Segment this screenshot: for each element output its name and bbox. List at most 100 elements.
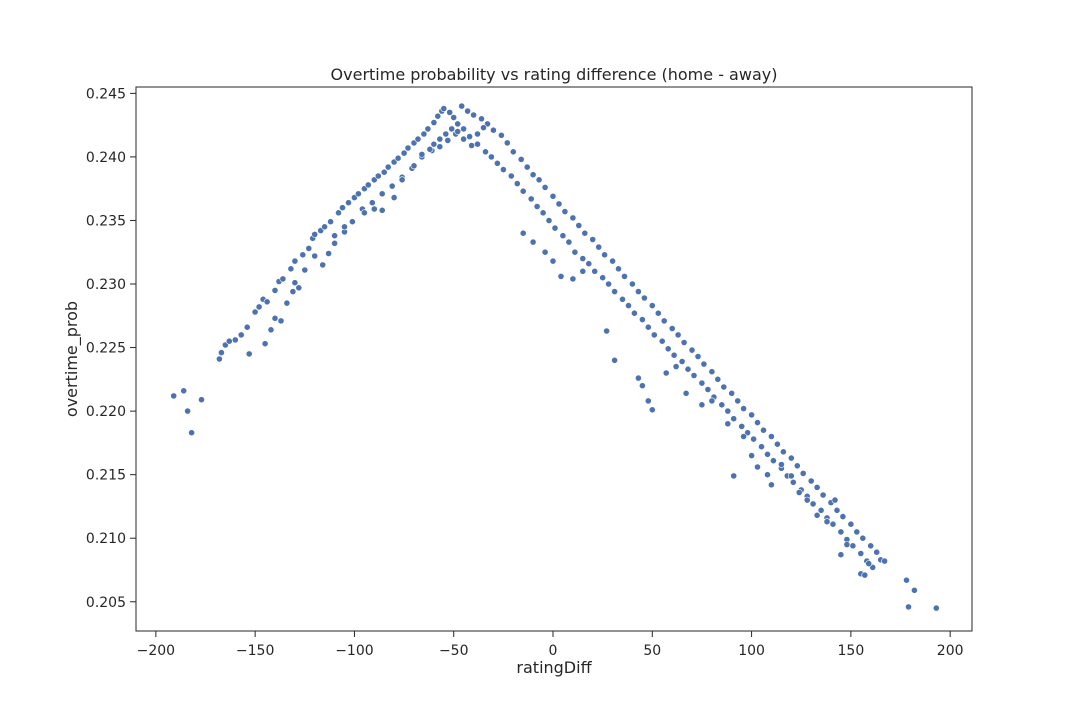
data-point: [837, 528, 845, 536]
data-point: [734, 397, 742, 405]
data-point: [595, 243, 603, 251]
data-point: [283, 299, 291, 307]
data-point: [760, 426, 767, 434]
data-point: [581, 229, 589, 237]
data-point: [454, 120, 462, 128]
data-point: [267, 326, 275, 334]
data-point: [370, 205, 378, 213]
data-point: [360, 209, 368, 217]
data-point: [853, 528, 861, 536]
y-tick-label: 0.205: [86, 595, 126, 611]
data-point: [774, 440, 781, 448]
data-point: [470, 111, 477, 119]
data-point: [325, 250, 332, 257]
y-axis-label: overtime_prob: [62, 301, 82, 417]
data-point: [533, 203, 541, 210]
data-point: [621, 272, 628, 280]
data-point: [301, 266, 309, 274]
data-point: [881, 557, 888, 565]
data-point: [188, 429, 195, 437]
data-point: [551, 224, 559, 232]
data-point: [768, 433, 775, 440]
data-point: [605, 280, 612, 288]
data-point: [478, 115, 485, 123]
data-point: [279, 275, 287, 283]
data-point: [704, 386, 712, 393]
x-tick-label: 150: [838, 643, 865, 659]
data-point: [378, 206, 386, 214]
data-point: [559, 232, 567, 240]
data-point: [817, 506, 825, 514]
data-point: [374, 172, 382, 180]
data-point: [446, 109, 454, 116]
data-point: [589, 236, 597, 243]
data-point: [823, 518, 831, 526]
data-point: [541, 248, 549, 256]
data-point: [861, 571, 869, 579]
data-point: [354, 190, 362, 198]
data-point: [865, 560, 873, 567]
data-point: [345, 199, 352, 207]
y-tick-label: 0.235: [86, 213, 126, 229]
data-point: [319, 261, 327, 269]
data-point: [843, 541, 851, 548]
data-point: [561, 208, 569, 215]
data-point: [718, 401, 726, 409]
data-point: [849, 542, 857, 550]
data-point: [648, 302, 656, 309]
data-point: [658, 337, 666, 345]
y-tick-label: 0.215: [86, 468, 126, 484]
data-point: [619, 295, 626, 303]
data-point: [795, 489, 803, 496]
data-point: [684, 365, 692, 373]
data-point: [430, 140, 438, 148]
data-point: [750, 435, 757, 443]
data-point: [748, 452, 755, 459]
data-point: [609, 257, 616, 265]
data-point: [730, 415, 738, 423]
data-point: [482, 148, 489, 156]
data-point: [424, 125, 432, 133]
data-point: [509, 148, 517, 156]
data-point: [565, 238, 573, 246]
data-point: [460, 125, 467, 133]
data-point: [404, 144, 412, 152]
data-point: [839, 513, 847, 520]
data-point: [390, 194, 398, 201]
data-point: [778, 461, 785, 468]
data-point: [635, 374, 642, 382]
data-point: [237, 331, 245, 339]
x-tick-label: −150: [236, 643, 274, 659]
data-point: [243, 323, 251, 331]
data-point: [535, 176, 543, 184]
data-point: [384, 163, 392, 171]
data-point: [414, 135, 422, 143]
data-point: [857, 550, 865, 557]
data-point: [295, 284, 303, 292]
data-point: [225, 337, 233, 345]
data-point: [339, 204, 346, 212]
data-point: [789, 478, 797, 486]
y-tick-label: 0.245: [86, 86, 126, 102]
data-point: [364, 181, 372, 189]
x-axis-label: ratingDiff: [516, 658, 592, 677]
data-point: [245, 350, 253, 358]
data-point: [807, 477, 815, 485]
data-point: [631, 309, 638, 317]
data-point: [420, 130, 428, 138]
data-point: [682, 389, 690, 397]
data-point: [768, 481, 775, 489]
data-point: [831, 496, 839, 504]
data-point: [569, 275, 577, 283]
data-point: [639, 316, 646, 323]
x-tick-label: 100: [738, 643, 765, 659]
data-point: [430, 119, 438, 126]
x-tick-label: −50: [439, 643, 469, 659]
data-point: [724, 407, 732, 415]
data-point: [720, 383, 728, 391]
data-point: [394, 154, 402, 162]
data-point: [378, 190, 386, 198]
data-point: [629, 280, 636, 288]
data-point: [231, 336, 239, 344]
data-point: [527, 195, 535, 203]
